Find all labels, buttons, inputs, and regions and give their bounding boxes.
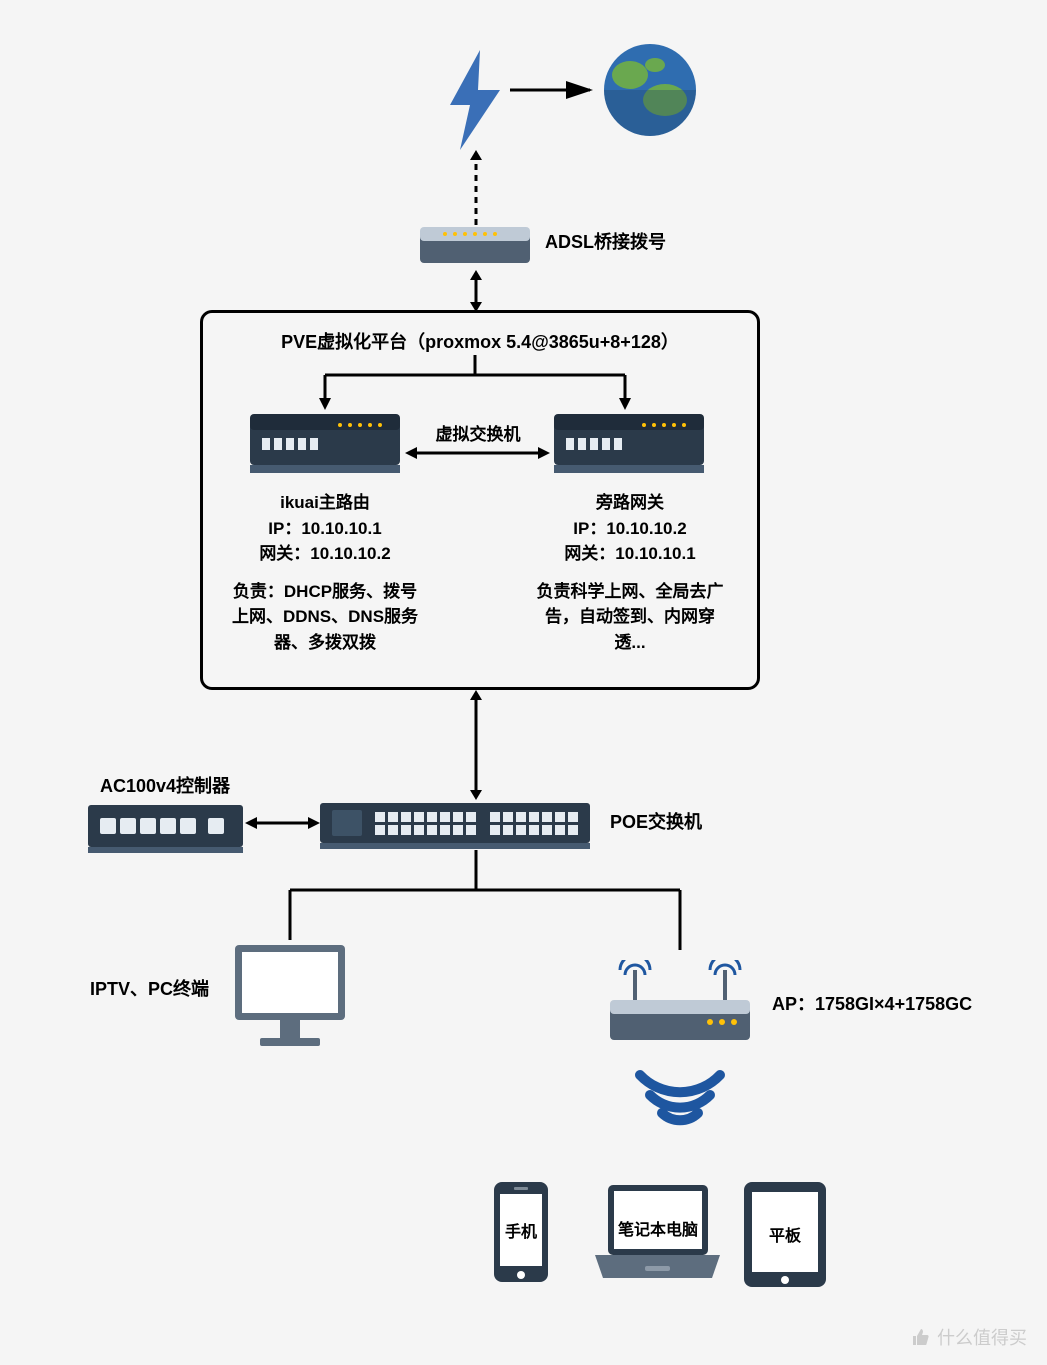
- vswitch-label: 虚拟交换机: [418, 420, 538, 445]
- modem-icon: [420, 225, 530, 270]
- phone-label: 手机: [494, 1218, 548, 1242]
- side-router-icon: [554, 410, 704, 475]
- tablet-label: 平板: [752, 1222, 818, 1246]
- ikuai-ip: IP：10.10.10.1: [225, 516, 425, 542]
- ikuai-name: ikuai主路由: [225, 490, 425, 516]
- thumb-icon: [909, 1326, 931, 1348]
- ap-label: AP：1758GI×4+1758GC: [772, 990, 972, 1016]
- ac100-icon: [88, 800, 243, 855]
- poe-switch-icon: [320, 800, 590, 850]
- poe-label: POE交换机: [610, 808, 702, 834]
- side-role: 负责科学上网、全局去广告，自动签到、内网穿透...: [530, 579, 730, 656]
- ac100-label: AC100v4控制器: [100, 772, 230, 798]
- monitor-icon: [230, 940, 350, 1050]
- arrow-ac-poe: [245, 815, 320, 831]
- ikuai-role: 负责：DHCP服务、拨号上网、DDNS、DNS服务器、多拨双拨: [225, 579, 425, 656]
- ap-icon: [600, 960, 760, 1150]
- side-ip: IP：10.10.10.2: [530, 516, 730, 542]
- iptv-label: IPTV、PC终端: [90, 975, 209, 1001]
- bolt-icon: [440, 50, 510, 150]
- arrow-pve-poe: [468, 690, 484, 800]
- adsl-label: ADSL桥接拨号: [545, 228, 666, 254]
- globe-icon: [600, 40, 700, 140]
- ikuai-router-icon: [250, 410, 400, 475]
- watermark-text: 什么值得买: [937, 1324, 1027, 1350]
- side-gw: 网关：10.10.10.1: [530, 541, 730, 567]
- arrow-bolt-globe: [510, 80, 600, 100]
- ikuai-block: ikuai主路由 IP：10.10.10.1 网关：10.10.10.2 负责：…: [225, 490, 425, 655]
- side-block: 旁路网关 IP：10.10.10.2 网关：10.10.10.1 负责科学上网、…: [530, 490, 730, 655]
- watermark: 什么值得买: [909, 1324, 1027, 1350]
- laptop-label: 笔记本电脑: [608, 1216, 708, 1240]
- side-name: 旁路网关: [530, 490, 730, 516]
- arrow-modem-up: [468, 150, 484, 225]
- arrow-modem-pve: [468, 270, 484, 312]
- ikuai-gw: 网关：10.10.10.2: [225, 541, 425, 567]
- pve-title: PVE虚拟化平台（proxmox 5.4@3865u+8+128）: [203, 328, 757, 354]
- arrow-pve-split: [315, 355, 635, 410]
- arrow-vswitch: [405, 445, 550, 461]
